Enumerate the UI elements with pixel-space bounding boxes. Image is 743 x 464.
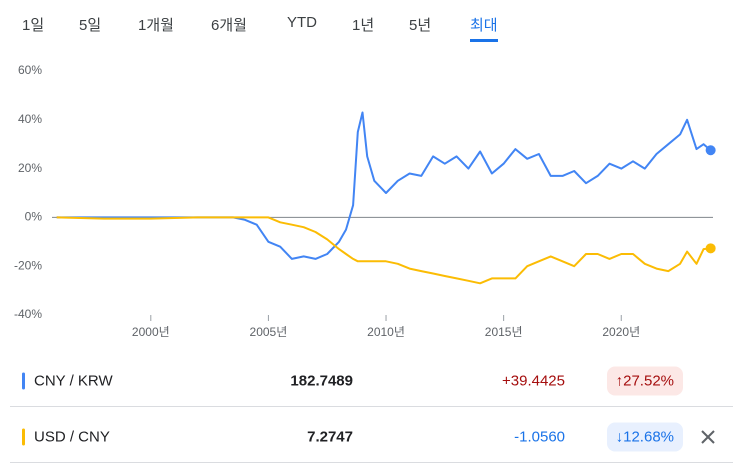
x-tick-label: 2020년 — [602, 325, 640, 339]
end-dot — [705, 243, 716, 254]
series-line — [56, 111, 712, 260]
end-dot — [705, 145, 716, 156]
series-color — [22, 428, 25, 446]
range-tab[interactable]: 1일 — [22, 17, 45, 34]
range-tab[interactable]: 5일 — [79, 17, 102, 34]
y-tick-label: 0% — [25, 210, 43, 224]
x-tick-label: 2010년 — [367, 325, 405, 339]
range-tab[interactable]: 1개월 — [138, 17, 174, 34]
range-tab[interactable]: 5년 — [409, 17, 432, 34]
series-color — [22, 372, 25, 390]
row-change: -1.0560 — [514, 428, 565, 446]
row-price: 7.2747 — [307, 428, 353, 446]
range-tab[interactable]: 최대 — [470, 14, 498, 42]
y-tick-label: 60% — [18, 63, 42, 77]
series-line — [56, 216, 711, 285]
row-price: 182.7489 — [290, 372, 353, 390]
row-divider — [10, 406, 733, 407]
row-percent: ↑27.52% — [606, 366, 683, 396]
x-tick-label: 2015년 — [485, 325, 523, 339]
y-tick-label: -40% — [14, 307, 42, 321]
range-tab[interactable]: 6개월 — [211, 17, 247, 34]
y-tick-label: 20% — [18, 161, 42, 175]
compare-row[interactable]: CNY / KRW 182.7489 +39.4425 ↑27.52% — [0, 353, 743, 409]
range-tab[interactable]: YTD — [287, 14, 317, 31]
range-tab[interactable]: 1년 — [352, 17, 375, 34]
row-change: +39.4425 — [502, 372, 565, 390]
row-name: USD / CNY — [34, 428, 110, 446]
chart: 60% 40% 20% 0% -20% -40% 2000년 2005년 2010년 2015년 2… — [14, 63, 716, 339]
x-tick-label: 2005년 — [250, 325, 288, 339]
y-tick-label: 40% — [18, 112, 42, 126]
x-tick-label: 2000년 — [132, 325, 170, 339]
row-percent: ↓12.68% — [606, 422, 683, 452]
row-divider — [10, 462, 733, 463]
close-icon[interactable] — [699, 428, 719, 448]
y-tick-label: -20% — [14, 258, 42, 272]
compare-row[interactable]: USD / CNY 7.2747 -1.0560 ↓12.68% — [0, 409, 743, 464]
row-name: CNY / KRW — [34, 372, 113, 390]
